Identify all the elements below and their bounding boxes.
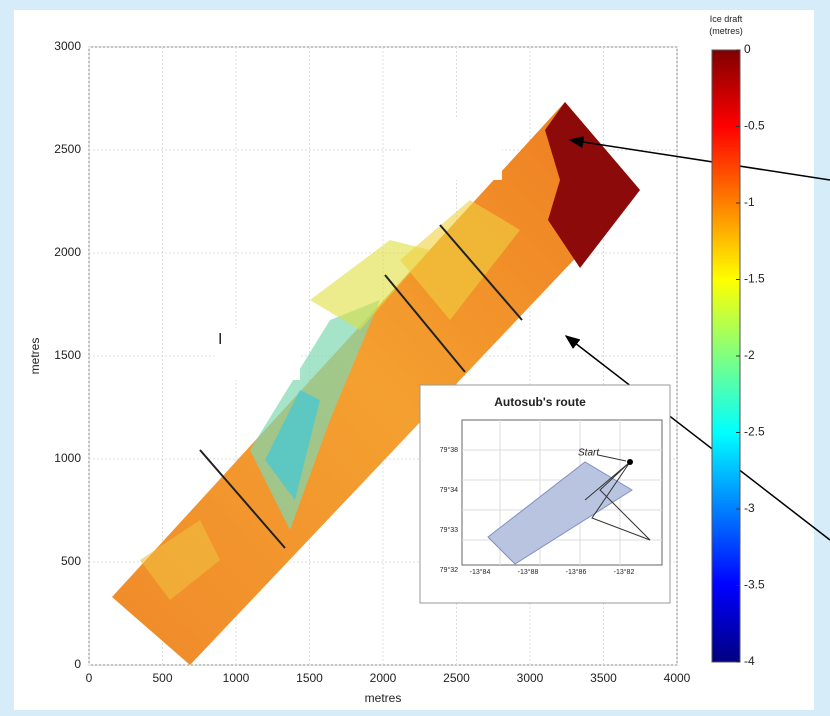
colorbar-tick-label: -3 bbox=[744, 501, 755, 515]
inset-title: Autosub's route bbox=[494, 395, 586, 409]
colorbar: 0 -0.5 -1 -1.5 -2 -2.5 -3 -3.5 -4 Ice draft (metre… bbox=[709, 14, 765, 668]
x-tick-label: 2000 bbox=[370, 671, 397, 685]
y-tick-label: 500 bbox=[61, 554, 81, 568]
x-tick-label: 0 bbox=[86, 671, 93, 685]
y-tick-label: 2000 bbox=[54, 245, 81, 259]
annotation: I bbox=[218, 331, 222, 348]
inset-y-tick-label: 79°32 bbox=[440, 566, 458, 574]
colorbar-label: Ice draft (metres) bbox=[709, 14, 743, 36]
inset: Autosub's route Start 79°38 79°34 79°33 79°… bbox=[419, 384, 671, 604]
y-tick-label: 1000 bbox=[54, 451, 81, 465]
y-tick-label: 2500 bbox=[54, 142, 81, 156]
x-axis-label: metres bbox=[365, 691, 402, 705]
colorbar-tick-label: -2.5 bbox=[744, 425, 765, 439]
inset-x-tick-label: -13°88 bbox=[518, 568, 539, 576]
arrow bbox=[568, 136, 830, 181]
x-tick-label: 3000 bbox=[517, 671, 544, 685]
x-tick-label: 1500 bbox=[296, 671, 323, 685]
x-tick-label: 2500 bbox=[443, 671, 470, 685]
x-tick-label: 1000 bbox=[223, 671, 250, 685]
x-tick-label: 4000 bbox=[664, 671, 691, 685]
colorbar-tick-label: -1.5 bbox=[744, 272, 765, 286]
inset-y-tick-label: 79°33 bbox=[440, 526, 458, 534]
y-tick-label: 0 bbox=[74, 657, 81, 671]
colorbar-tick-label: -0.5 bbox=[744, 119, 765, 133]
colorbar-tick-label: -4 bbox=[744, 654, 755, 668]
inset-x-tick-label: -13°86 bbox=[566, 568, 587, 576]
y-tick-label: 3000 bbox=[54, 39, 81, 53]
x-tick-label: 3500 bbox=[590, 671, 617, 685]
y-axis-label: metres bbox=[28, 338, 42, 375]
colorbar-scale bbox=[711, 49, 741, 663]
colorbar-tick-label: -3.5 bbox=[744, 578, 765, 592]
colorbar-tick-label: -1 bbox=[744, 195, 755, 209]
survey-strip bbox=[112, 102, 640, 665]
x-tick-label: 500 bbox=[152, 671, 172, 685]
inset-x-tick-label: -13°84 bbox=[470, 568, 491, 576]
inset-y-tick-label: 79°34 bbox=[440, 486, 458, 494]
colorbar-tick-label: -2 bbox=[744, 348, 755, 362]
inset-x-tick-label: -13°82 bbox=[614, 568, 635, 576]
inset-y-tick-label: 79°38 bbox=[440, 446, 458, 454]
colorbar-tick-label: 0 bbox=[744, 42, 751, 56]
y-tick-label: 1500 bbox=[54, 348, 81, 362]
arrow bbox=[564, 335, 830, 541]
start-label: Start bbox=[578, 448, 600, 459]
